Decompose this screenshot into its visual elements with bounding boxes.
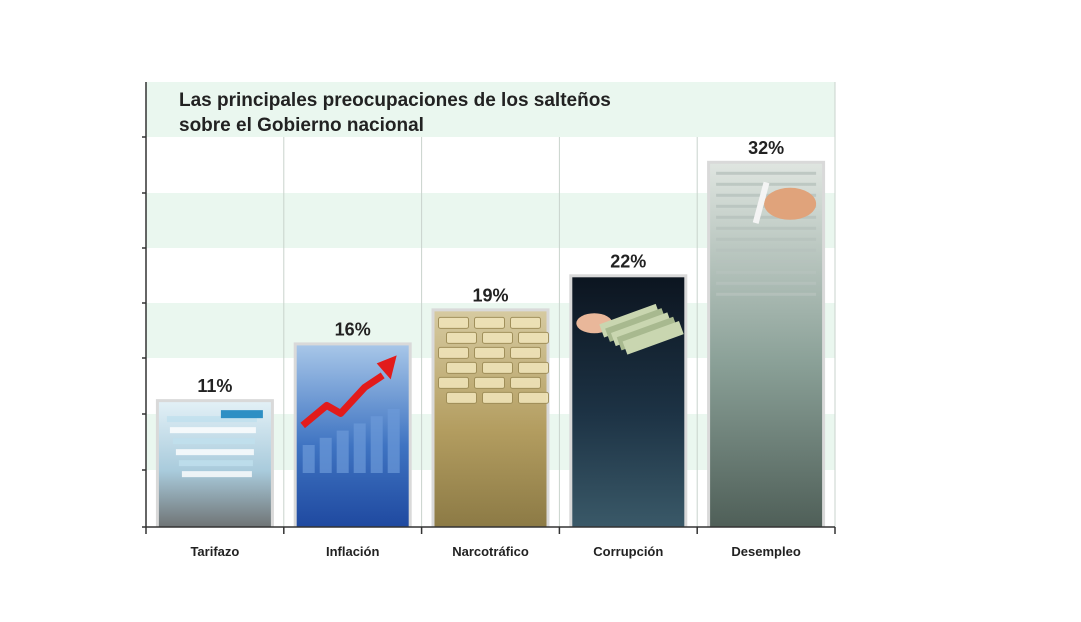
chart-title-line-1: Las principales preocupaciones de los sa… — [179, 90, 611, 111]
bar-inflación — [293, 342, 412, 527]
arrow-head-icon — [376, 355, 397, 380]
banknote — [622, 320, 684, 355]
invoice-line — [181, 471, 252, 478]
package-block — [482, 361, 513, 374]
invoice-line — [172, 438, 255, 445]
invoice-line — [166, 416, 257, 423]
x-tick-label: Corrupción — [593, 544, 663, 559]
chart-title-line-2: sobre el Gobierno nacional — [179, 115, 424, 136]
package-block — [474, 346, 505, 359]
bars — [155, 160, 826, 528]
bar-desempleo — [707, 160, 826, 528]
classified-line — [716, 215, 817, 219]
classified-line — [716, 292, 817, 296]
package-block — [438, 376, 469, 389]
trend-arrow — [300, 372, 385, 429]
x-tick-label: Inflación — [326, 544, 380, 559]
invoice-header — [220, 410, 263, 419]
x-tick-label: Narcotráfico — [452, 544, 529, 559]
data-label: 11% — [197, 376, 232, 396]
invoice-line — [178, 460, 253, 467]
classified-line — [716, 270, 817, 274]
data-label: 22% — [610, 251, 646, 271]
data-label: 32% — [748, 138, 784, 158]
package-block — [518, 331, 549, 344]
package-block — [518, 361, 549, 374]
package-block — [438, 316, 469, 329]
package-block — [474, 376, 505, 389]
package-block — [482, 391, 513, 404]
growth-column — [302, 445, 315, 473]
classified-line — [716, 248, 817, 252]
hand-shape — [764, 187, 817, 220]
bar — [710, 163, 823, 528]
invoice-line — [169, 427, 256, 434]
package-block — [446, 331, 477, 344]
labels: 11% Tarifazo 16% Inflación 19% Narcotráfico 22… — [190, 138, 800, 559]
growth-column — [353, 423, 366, 473]
package-block — [518, 391, 549, 404]
x-tick-label: Desempleo — [731, 544, 800, 559]
data-label: 16% — [335, 319, 371, 339]
background-band — [146, 82, 835, 137]
package-block — [474, 316, 505, 329]
gridlines — [283, 82, 836, 527]
classified-line — [716, 281, 817, 285]
growth-column — [370, 416, 383, 473]
axes — [142, 82, 836, 534]
x-tick-label: Tarifazo — [190, 544, 239, 559]
bar-corrupción — [569, 274, 688, 527]
classified-line — [716, 226, 817, 230]
growth-column — [336, 430, 349, 473]
data-label: 19% — [472, 285, 508, 305]
package-block — [446, 361, 477, 374]
package-block — [510, 316, 541, 329]
package-block — [438, 346, 469, 359]
package-block — [510, 346, 541, 359]
classified-line — [716, 171, 817, 175]
package-block — [482, 331, 513, 344]
package-block — [510, 376, 541, 389]
classified-line — [716, 237, 817, 241]
growth-column — [387, 409, 400, 473]
bar-tarifazo — [155, 399, 274, 527]
pen-icon — [752, 181, 770, 224]
package-block — [446, 391, 477, 404]
classified-line — [716, 259, 817, 263]
bar-narcotráfico — [431, 308, 550, 527]
growth-column — [319, 437, 332, 473]
invoice-line — [175, 449, 254, 456]
